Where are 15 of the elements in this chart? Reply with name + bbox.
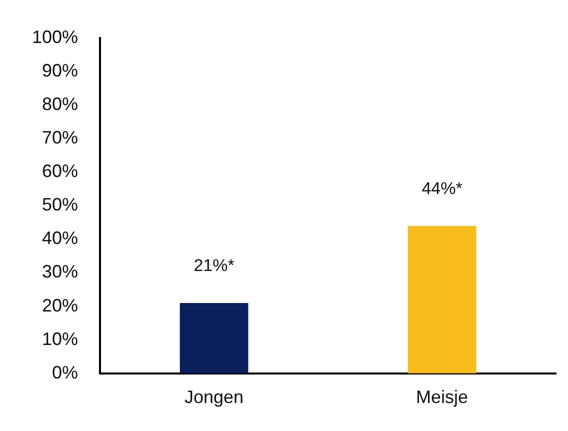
y-tick-label: 90%	[42, 60, 78, 81]
data-label: 44%*	[422, 179, 463, 198]
y-tick-label: 0%	[52, 362, 78, 382]
y-tick-label: 50%	[42, 194, 78, 215]
data-label: 21%*	[194, 256, 235, 276]
x-tick-label: Jongen	[184, 387, 244, 408]
y-tick-label: 20%	[42, 295, 78, 316]
y-tick-label: 80%	[42, 94, 78, 114]
y-tick-label: 10%	[42, 328, 78, 349]
y-tick-label: 30%	[42, 262, 78, 282]
x-tick-label: Meisje	[416, 387, 468, 408]
y-tick-label: 70%	[42, 128, 78, 148]
y-tick-label: 40%	[42, 228, 78, 248]
y-tick-label: 100%	[32, 26, 78, 47]
y-tick-label: 60%	[42, 161, 78, 182]
